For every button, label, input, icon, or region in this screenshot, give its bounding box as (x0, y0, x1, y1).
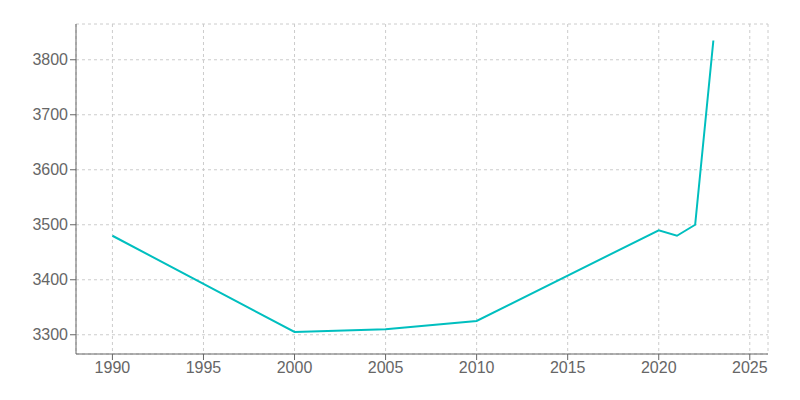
svg-text:1990: 1990 (95, 359, 131, 376)
svg-text:3600: 3600 (32, 161, 68, 178)
svg-text:3800: 3800 (32, 51, 68, 68)
svg-text:2015: 2015 (550, 359, 586, 376)
svg-text:2005: 2005 (368, 359, 404, 376)
svg-text:3300: 3300 (32, 326, 68, 343)
svg-text:3500: 3500 (32, 216, 68, 233)
svg-text:1995: 1995 (186, 359, 222, 376)
svg-text:2020: 2020 (641, 359, 677, 376)
svg-text:2010: 2010 (459, 359, 495, 376)
svg-text:2025: 2025 (732, 359, 768, 376)
svg-text:2000: 2000 (277, 359, 313, 376)
svg-text:3400: 3400 (32, 271, 68, 288)
svg-text:3700: 3700 (32, 106, 68, 123)
